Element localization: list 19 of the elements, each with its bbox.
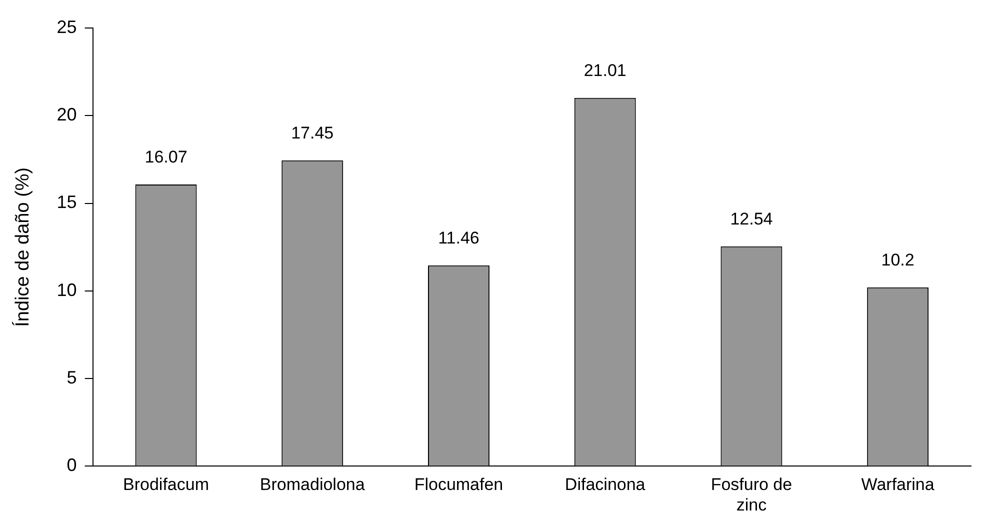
y-tick-label: 20 — [56, 104, 77, 125]
y-tick-label: 10 — [56, 280, 77, 300]
data-label: 17.45 — [291, 124, 334, 143]
y-tick-label: 15 — [56, 192, 77, 212]
x-tick-label: Flocumafen — [414, 475, 504, 494]
y-axis-title: Índice de daño (%) — [12, 167, 34, 327]
x-tick-label: Warfarina — [861, 475, 935, 494]
x-tick-label: Fosfuro de zinc — [710, 475, 792, 514]
data-label: 12.54 — [730, 210, 773, 229]
x-tick-label: Brodifacum — [123, 475, 209, 494]
data-label: 10.2 — [881, 250, 914, 270]
data-label: 11.46 — [438, 228, 480, 248]
x-tick-label: Bromadiolona — [260, 475, 366, 494]
x-tick-label: Difacinona — [564, 475, 646, 494]
y-tick-label: 0 — [66, 455, 77, 476]
y-tick-label: 5 — [66, 368, 77, 388]
y-tick-label: 25 — [56, 16, 77, 37]
data-label: 16.07 — [144, 148, 188, 167]
data-label: 21.01 — [584, 61, 626, 80]
